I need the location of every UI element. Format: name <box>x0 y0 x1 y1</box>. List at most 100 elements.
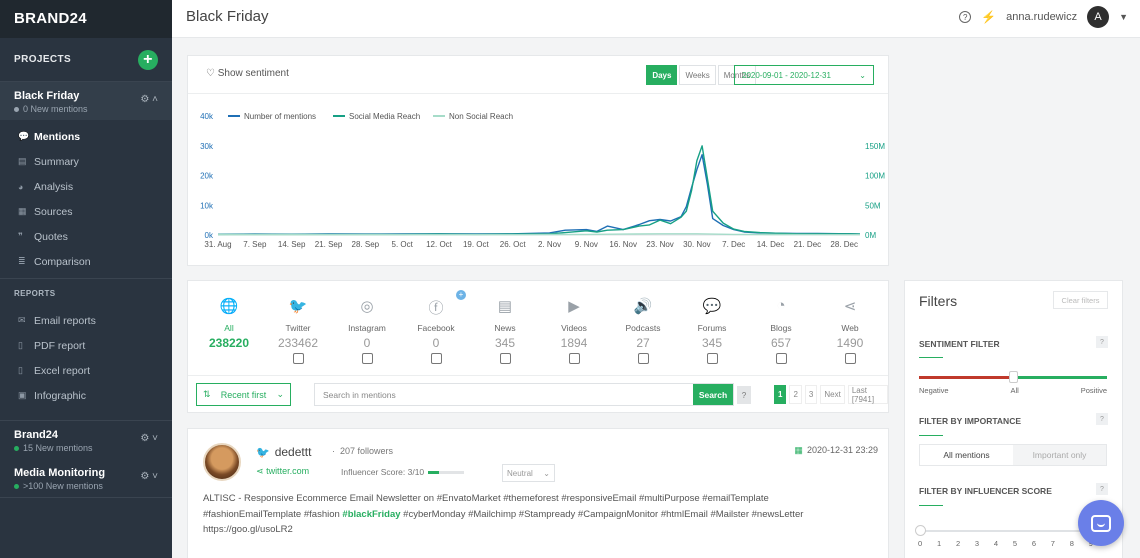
brand-logo[interactable]: BRAND24 <box>0 0 172 38</box>
source-checkbox[interactable] <box>637 353 649 364</box>
y-left-tick-label: 10k <box>200 201 214 210</box>
search-input[interactable]: Search in mentions <box>323 389 396 400</box>
chat-widget-button[interactable] <box>1078 500 1124 546</box>
x-tick-label: 23. Nov <box>646 240 674 249</box>
page-2-button[interactable]: 2 <box>789 385 802 404</box>
user-area: ? ⚡ anna.rudewicz A ▼ <box>959 6 1128 28</box>
source-checkbox[interactable] <box>844 353 856 364</box>
project-settings-icon[interactable]: ⚙ ˅ <box>140 471 158 482</box>
instagram-icon: ◎ <box>360 298 374 315</box>
mentions-line-chart: Number of mentions Social Media Reach Non … <box>200 112 885 249</box>
clear-filters-button[interactable]: Clear filters <box>1053 291 1108 309</box>
source-filter-videos[interactable]: ▶ Videos 1894 <box>539 297 609 364</box>
nav-item-sources[interactable]: ▦ Sources <box>0 199 172 224</box>
plug-icon[interactable]: ⚡ <box>981 10 997 24</box>
source-checkbox[interactable] <box>499 353 511 364</box>
x-tick-label: 28. Sep <box>352 240 380 249</box>
chat-icon: 💬 <box>702 298 722 315</box>
influencer-help-button[interactable]: ? <box>1096 483 1108 495</box>
nav-item-mentions[interactable]: 💬 Mentions <box>0 124 172 149</box>
nav-item-summary[interactable]: ▤ Summary <box>0 149 172 174</box>
search-button[interactable]: Search <box>693 384 733 405</box>
new-mentions-label: New mentions <box>45 481 103 491</box>
page-1-button[interactable]: 1 <box>774 385 787 404</box>
source-label: Web <box>841 323 859 333</box>
project-settings-icon[interactable]: ⚙ ˄ <box>140 94 158 105</box>
source-filter-web[interactable]: ⋖ Web 1490 <box>815 297 885 364</box>
help-icon[interactable]: ? <box>959 11 972 23</box>
date-range-picker[interactable]: 2020-09-01 - 2020-12-31 ⌄ <box>734 65 874 85</box>
period-weeks-button[interactable]: Weeks <box>679 65 716 85</box>
source-filter-all[interactable]: 🌐 All 238220 <box>194 297 264 350</box>
source-filter-twitter[interactable]: 🐦 Twitter 233462 <box>263 297 333 364</box>
nav-item-excel-report[interactable]: ▯ Excel report <box>0 358 172 383</box>
period-days-button[interactable]: Days <box>646 65 678 85</box>
next-page-button[interactable]: Next <box>820 385 845 404</box>
series-non-social-reach <box>218 233 861 236</box>
nav-item-infographic[interactable]: ▣ Infographic <box>0 383 172 408</box>
status-dot <box>14 484 19 490</box>
importance-toggle: All mentions Important only <box>919 444 1107 466</box>
important-only-option[interactable]: Important only <box>1013 445 1106 465</box>
source-label: Blogs <box>770 323 792 333</box>
source-checkbox[interactable] <box>775 353 787 364</box>
page-3-button[interactable]: 3 <box>804 385 818 404</box>
sentiment-slider-handle[interactable] <box>1009 371 1018 383</box>
source-filter-podcasts[interactable]: 🔊 Podcasts 27 <box>608 297 678 364</box>
pagination: 1 2 3 Next Last [7941] <box>774 385 888 404</box>
source-checkbox[interactable] <box>292 353 304 364</box>
avatar[interactable]: A <box>1087 6 1110 28</box>
all-mentions-option[interactable]: All mentions <box>920 445 1013 465</box>
reports-nav: ✉ Email reports ▯ PDF report ▯ Excel report… <box>0 304 172 412</box>
source-filter-facebook[interactable]: ⓕ Facebook 0 <box>401 297 471 364</box>
username[interactable]: anna.rudewicz <box>1006 11 1078 23</box>
source-filter-forums[interactable]: 💬 Forums 345 <box>677 297 747 364</box>
influencer-slider-handle[interactable] <box>915 525 926 536</box>
section-underline <box>919 357 943 358</box>
mention-date: ▦ 2020-12-31 23:29 <box>794 445 878 456</box>
share-icon: ⋖ <box>843 298 857 315</box>
nav-item-analysis[interactable]: ◕ Analysis <box>0 174 172 199</box>
sentiment-select[interactable]: Neutral ⌄ <box>502 464 555 482</box>
project-item-black-friday[interactable]: Black Friday 0 New mentions ⚙ ˄ <box>0 82 172 120</box>
source-checkbox[interactable] <box>568 353 580 364</box>
add-project-button[interactable]: + <box>138 49 158 70</box>
sentiment-slider-track[interactable] <box>919 376 1107 379</box>
sources-panel: 🌐 All 238220 🐦 Twitter 233462 ◎ Instagram 0 ⓕ Face… <box>187 280 889 413</box>
source-link[interactable]: ⋖ twitter.com <box>256 466 309 477</box>
sentiment-help-button[interactable]: ? <box>1096 336 1108 348</box>
source-checkbox[interactable] <box>361 353 373 364</box>
project-item-media-monitoring[interactable]: Media Monitoring >100 New mentions ⚙ ˅ <box>0 459 172 497</box>
sort-select[interactable]: ⇅ Recent first ⌄ <box>196 383 291 406</box>
source-checkbox[interactable] <box>706 353 718 364</box>
share-icon: ⋖ <box>256 466 264 476</box>
chevron-down-icon[interactable]: ▼ <box>1119 12 1128 22</box>
nav-item-email-reports[interactable]: ✉ Email reports <box>0 308 172 333</box>
y-right-tick-label: 50M <box>865 201 881 210</box>
search-help-button[interactable]: ? <box>737 386 751 404</box>
source-filter-blogs[interactable]: ◔ Blogs 657 <box>746 297 816 364</box>
author[interactable]: 🐦 dedettt <box>256 445 311 459</box>
author-avatar[interactable] <box>203 443 241 481</box>
source-checkbox[interactable] <box>430 353 442 364</box>
y-left-tick-label: 30k <box>200 142 214 151</box>
add-facebook-button[interactable]: + <box>456 290 466 300</box>
source-count: 233462 <box>277 336 319 350</box>
nav-label: Infographic <box>34 389 86 402</box>
influencer-slider-track[interactable] <box>919 530 1107 532</box>
show-sentiment-toggle[interactable]: ♡ Show sentiment <box>206 68 289 79</box>
status-dot <box>14 107 19 113</box>
importance-help-button[interactable]: ? <box>1096 413 1108 425</box>
source-filter-news[interactable]: ▤ News 345 <box>470 297 540 364</box>
nav-item-pdf-report[interactable]: ▯ PDF report <box>0 333 172 358</box>
rss-icon: ◔ <box>776 297 786 314</box>
nav-item-comparison[interactable]: ≣ Comparison <box>0 249 172 274</box>
influencer-tick: 3 <box>974 539 980 548</box>
project-settings-icon[interactable]: ⚙ ˅ <box>140 433 158 444</box>
last-page-button[interactable]: Last [7941] <box>847 385 888 404</box>
nav-item-quotes[interactable]: ❞ Quotes <box>0 224 172 249</box>
status-dot <box>14 446 19 452</box>
source-filter-instagram[interactable]: ◎ Instagram 0 <box>332 297 402 364</box>
project-item-brand24[interactable]: Brand24 15 New mentions ⚙ ˅ <box>0 421 172 459</box>
new-mentions-count: >100 <box>23 481 44 491</box>
